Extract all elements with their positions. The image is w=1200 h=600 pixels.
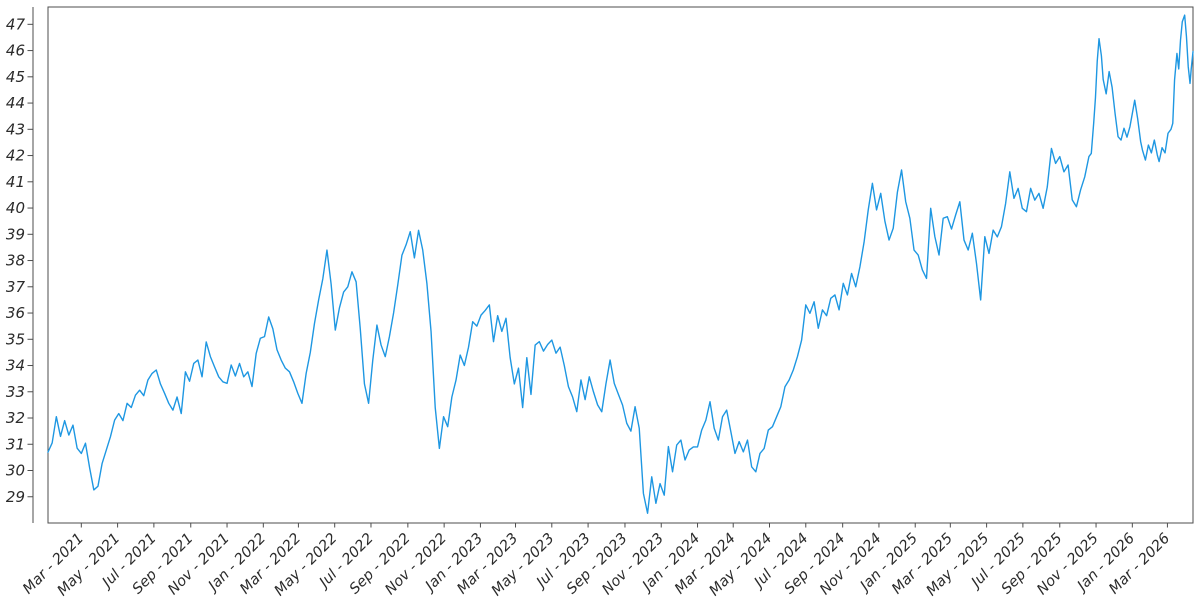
y-axis: 29 30 31 32 33 34 35 36 37 38 39 40 41 42 43 44 45 46 47 — [6, 7, 34, 523]
y-tick-label: 41 — [6, 173, 25, 191]
y-tick-label: 35 — [6, 330, 25, 348]
y-tick-label: 34 — [6, 357, 25, 375]
y-tick-label: 45 — [6, 68, 25, 86]
y-tick-label: 42 — [6, 147, 25, 165]
plot-frame — [47, 6, 1194, 524]
y-tick-label: 46 — [6, 42, 25, 60]
y-tick-label: 44 — [6, 94, 25, 112]
y-tick-label: 40 — [6, 199, 25, 217]
y-tick-label: 33 — [6, 383, 25, 401]
y-tick-label: 29 — [6, 488, 25, 506]
y-tick-label: 31 — [6, 435, 25, 453]
y-tick-label: 36 — [6, 304, 25, 322]
series — [47, 14, 1194, 514]
y-tick-label: 37 — [6, 278, 26, 296]
y-tick-label: 43 — [6, 120, 25, 138]
y-tick-label: 39 — [6, 225, 25, 243]
y-tick-label: 30 — [6, 462, 25, 480]
price-line — [47, 14, 1194, 514]
y-tick-label: 32 — [6, 409, 25, 427]
y-tick-label: 47 — [6, 15, 26, 33]
y-tick-label: 38 — [6, 252, 25, 270]
